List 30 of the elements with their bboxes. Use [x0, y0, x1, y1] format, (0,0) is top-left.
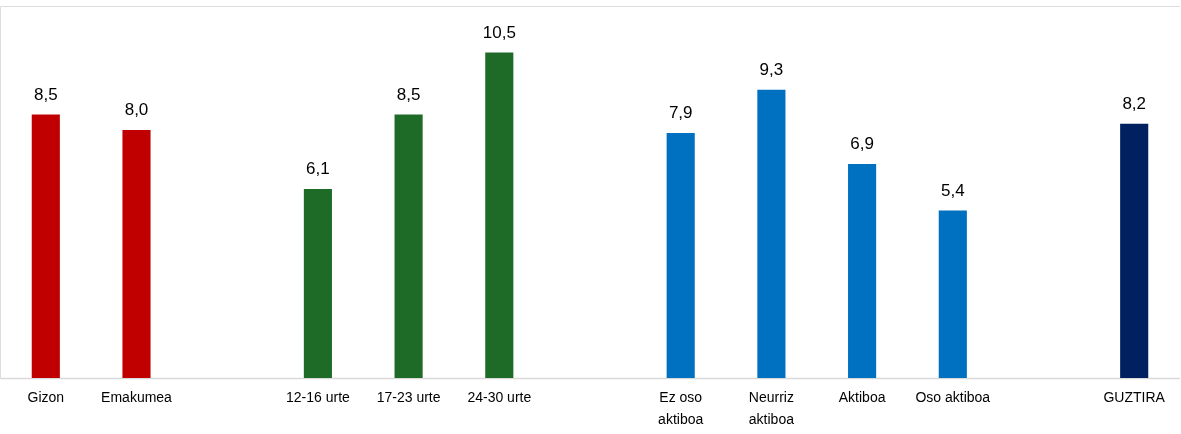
- bar: [1120, 123, 1149, 378]
- x-tick-label: Aktiboa: [838, 388, 886, 405]
- data-label: 8,2: [1122, 93, 1147, 113]
- data-label: 8,5: [33, 84, 58, 104]
- x-tick-label: Ez oso aktiboa: [658, 388, 704, 427]
- bar: [938, 210, 967, 378]
- data-label: 7,9: [668, 103, 693, 123]
- data-label: 5,4: [940, 180, 965, 200]
- bar: [848, 164, 877, 378]
- data-label: 9,3: [759, 59, 784, 79]
- x-tick-label: Neurriz aktiboa: [748, 388, 795, 427]
- data-label: 8,5: [396, 84, 421, 104]
- x-tick-label: 17-23 urte: [376, 388, 441, 405]
- bar: [666, 133, 695, 378]
- bar: [122, 130, 151, 378]
- x-tick-label: 12-16 urte: [285, 388, 351, 405]
- x-tick-label: 24-30 urte: [467, 388, 532, 405]
- bar: [485, 52, 514, 378]
- x-tick-label: Emakumea: [101, 388, 173, 405]
- x-tick-label: GUZTIRA: [1103, 388, 1166, 405]
- x-tick-label: Oso aktiboa: [915, 388, 991, 405]
- bar: [394, 114, 423, 378]
- data-label: 10,5: [482, 22, 516, 42]
- bar: [31, 114, 60, 378]
- data-label: 6,1: [306, 158, 330, 178]
- data-label: 6,9: [850, 134, 874, 154]
- x-tick-label: Gizon: [27, 388, 65, 405]
- bar: [303, 188, 332, 378]
- data-label: 8,0: [124, 100, 149, 119]
- bar: [757, 89, 786, 378]
